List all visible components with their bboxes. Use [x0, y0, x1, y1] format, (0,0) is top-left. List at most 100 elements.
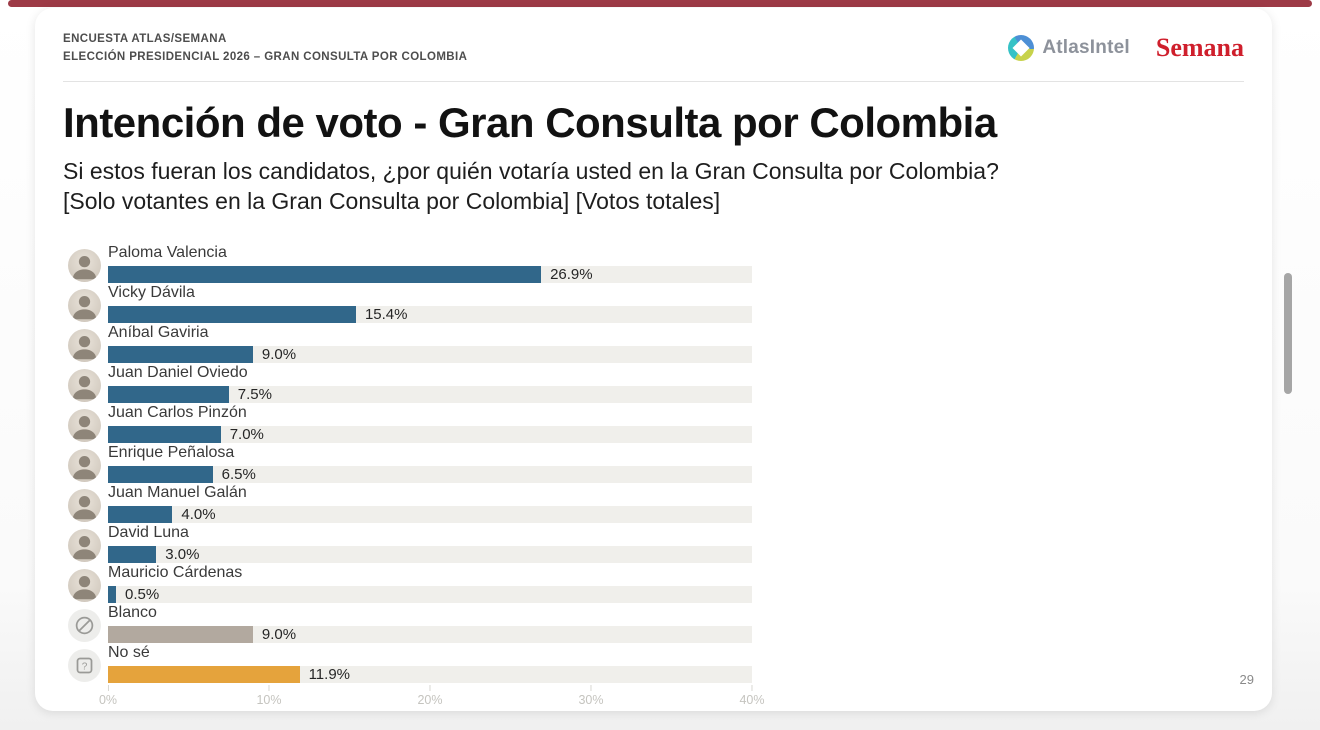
bar-fill — [108, 665, 300, 683]
candidate-avatar — [68, 328, 101, 362]
candidate-avatar — [68, 408, 101, 442]
x-axis-tick: 0% — [98, 684, 118, 707]
candidate-name: Aníbal Gaviria — [108, 323, 209, 341]
tick-mark — [751, 684, 753, 691]
bar-track: 9.0% — [108, 625, 752, 643]
candidate-name: Blanco — [108, 603, 157, 621]
chart-row: Aníbal Gaviria 9.0% — [68, 323, 1244, 363]
top-accent-strip — [8, 0, 1312, 7]
bar-fill — [108, 585, 117, 603]
bar-fill — [108, 625, 253, 643]
candidate-name: Juan Daniel Oviedo — [108, 363, 248, 381]
bar-value-label: 6.5% — [221, 465, 256, 483]
atlasintel-logo-icon — [1008, 35, 1035, 62]
bar-value-label: 3.0% — [165, 545, 200, 563]
chart-row: Blanco 9.0% — [68, 603, 1244, 643]
atlasintel-brand: AtlasIntel — [1008, 35, 1130, 62]
bar-fill — [108, 425, 221, 443]
bar-fill — [108, 305, 356, 323]
vote-intention-bar-chart: Paloma Valencia 26.9% Vicky Dávila 15.4%… — [68, 243, 1244, 683]
candidate-name: Paloma Valencia — [108, 243, 227, 261]
brand-logos: AtlasIntel Semana — [1008, 33, 1244, 63]
slide-header: ENCUESTA ATLAS/SEMANA ELECCIÓN PRESIDENC… — [63, 30, 1244, 67]
tick-label: 0% — [98, 692, 118, 707]
bar-value-label: 15.4% — [364, 305, 408, 323]
candidate-avatar — [68, 248, 101, 282]
bar-fill — [108, 545, 157, 563]
bar-value-label: 7.0% — [229, 425, 264, 443]
bar-track: 15.4% — [108, 305, 752, 323]
chart-row: Paloma Valencia 26.9% — [68, 243, 1244, 283]
chart-row: Mauricio Cárdenas 0.5% — [68, 563, 1244, 603]
tick-label: 40% — [739, 692, 765, 707]
page-subtitle: Si estos fueran los candidatos, ¿por qui… — [63, 156, 1244, 217]
bar-track: 3.0% — [108, 545, 752, 563]
bar-value-label: 0.5% — [125, 585, 160, 603]
tick-mark — [429, 684, 431, 691]
chart-row: Juan Carlos Pinzón 7.0% — [68, 403, 1244, 443]
atlasintel-wordmark: AtlasIntel — [1042, 37, 1130, 59]
bar-fill — [108, 385, 229, 403]
subtitle-line1: Si estos fueran los candidatos, ¿por qui… — [63, 157, 999, 184]
chart-row: Juan Daniel Oviedo 7.5% — [68, 363, 1244, 403]
tick-label: 20% — [417, 692, 443, 707]
slide-card: ENCUESTA ATLAS/SEMANA ELECCIÓN PRESIDENC… — [35, 8, 1272, 711]
x-axis-tick: 10% — [256, 684, 282, 707]
semana-wordmark: Semana — [1155, 33, 1244, 63]
x-axis-tick: 20% — [417, 684, 443, 707]
chart-row: David Luna 3.0% — [68, 523, 1244, 563]
bar-track: 4.0% — [108, 505, 752, 523]
candidate-name: David Luna — [108, 523, 189, 541]
bar-fill — [108, 265, 542, 283]
candidate-name: Mauricio Cárdenas — [108, 563, 243, 581]
candidate-avatar — [68, 568, 101, 602]
tick-mark — [268, 684, 270, 691]
chart-row: Vicky Dávila 15.4% — [68, 283, 1244, 323]
bar-value-label: 4.0% — [181, 505, 216, 523]
bar-track: 7.0% — [108, 425, 752, 443]
page-title: Intención de voto - Gran Consulta por Co… — [63, 98, 997, 146]
bar-value-label: 9.0% — [261, 345, 297, 363]
chart-row: Enrique Peñalosa 6.5% — [68, 443, 1244, 483]
candidate-avatar — [68, 288, 101, 322]
bar-fill — [108, 505, 173, 523]
bar-value-label: 26.9% — [550, 265, 593, 283]
x-axis-tick: 30% — [578, 684, 604, 707]
bar-track: 7.5% — [108, 385, 752, 403]
survey-kicker-line1: ENCUESTA ATLAS/SEMANA — [63, 33, 227, 45]
tick-label: 10% — [256, 692, 282, 707]
subtitle-line2: [Solo votantes en la Gran Consulta por C… — [63, 188, 721, 215]
bar-track: 6.5% — [108, 465, 752, 483]
tick-mark — [107, 684, 109, 691]
chart-row: Juan Manuel Galán 4.0% — [68, 483, 1244, 523]
x-axis: 0% 10% 20% 30% 40% — [99, 684, 765, 715]
candidate-avatar — [68, 368, 101, 402]
svg-text:?: ? — [82, 661, 88, 672]
survey-kicker-line2: ELECCIÓN PRESIDENCIAL 2026 – GRAN CONSUL… — [63, 51, 468, 64]
bar-track: 26.9% — [108, 265, 752, 283]
survey-kicker: ENCUESTA ATLAS/SEMANA ELECCIÓN PRESIDENC… — [63, 30, 467, 67]
bar-value-label: 9.0% — [261, 625, 297, 643]
chart-row: ? No sé 11.9% — [68, 643, 1244, 683]
candidate-name: Vicky Dávila — [108, 283, 195, 301]
bar-track: 9.0% — [108, 345, 752, 363]
tick-label: 30% — [578, 692, 604, 707]
x-axis-tick: 40% — [739, 684, 765, 707]
bar-track: 11.9% — [108, 665, 752, 683]
bar-track: 0.5% — [108, 585, 752, 603]
candidate-name: Juan Manuel Galán — [108, 483, 247, 501]
candidate-avatar — [68, 488, 101, 522]
candidate-avatar — [68, 528, 101, 562]
tick-mark — [590, 684, 592, 691]
bar-value-label: 11.9% — [308, 665, 350, 683]
blank-vote-icon — [68, 608, 101, 642]
bar-value-label: 7.5% — [237, 385, 272, 403]
scrollbar-thumb[interactable] — [1284, 273, 1292, 394]
candidate-name: Enrique Peñalosa — [108, 443, 235, 461]
candidate-name: Juan Carlos Pinzón — [108, 403, 247, 421]
bar-fill — [108, 345, 253, 363]
bar-fill — [108, 465, 213, 483]
question-icon: ? — [68, 648, 101, 682]
candidate-avatar — [68, 448, 101, 482]
